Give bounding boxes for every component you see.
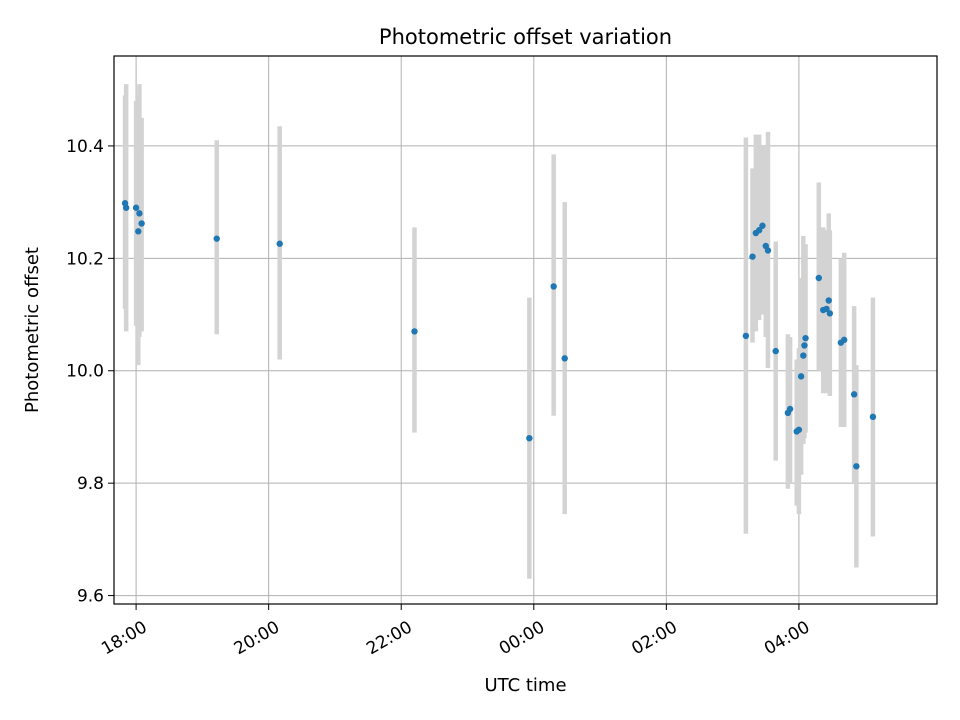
data-point: [759, 222, 766, 229]
data-point: [853, 463, 860, 470]
data-point: [122, 204, 130, 211]
y-axis-label: Photometric offset: [22, 247, 43, 413]
data-point: [749, 253, 756, 260]
data-point: [742, 332, 750, 340]
grid-layer: [114, 56, 937, 604]
y-tick-label: 9.8: [77, 474, 104, 494]
y-tick-label: 10.0: [66, 362, 104, 382]
chart-title: Photometric offset variation: [379, 25, 672, 49]
data-point: [869, 413, 877, 421]
x-tick-label: 02:00: [628, 617, 680, 659]
data-point: [411, 328, 418, 335]
x-tick-label: 04:00: [761, 617, 813, 659]
data-point: [800, 352, 807, 359]
data-point: [135, 228, 142, 235]
data-point: [550, 283, 557, 290]
plot-frame: [113, 55, 938, 605]
x-axis-label: UTC time: [484, 675, 566, 696]
data-point: [561, 355, 568, 362]
data-point: [823, 305, 830, 313]
data-point: [825, 297, 832, 304]
y-tick-label: 9.6: [77, 587, 104, 607]
data-point: [815, 274, 822, 282]
data-point: [276, 240, 283, 247]
tick-layer: 18:00 20:00 22:00 00:00 02:00 04:00 9.6 9.8 10.0…: [66, 137, 813, 659]
data-point: [772, 347, 779, 355]
data-point: [797, 373, 805, 380]
data-point: [526, 434, 533, 442]
x-tick-label: 20:00: [231, 617, 283, 659]
point-layer: [121, 200, 877, 470]
x-tick-label: 18:00: [98, 617, 150, 659]
data-point: [764, 247, 772, 254]
x-tick-label: 00:00: [496, 617, 548, 659]
data-point: [213, 235, 220, 242]
data-point: [850, 391, 858, 398]
data-point: [802, 334, 809, 342]
data-point: [841, 336, 848, 344]
data-point: [786, 405, 794, 413]
data-point: [132, 204, 140, 211]
data-point: [755, 227, 763, 234]
y-tick-label: 10.2: [66, 249, 104, 269]
data-point: [138, 220, 145, 227]
x-tick-label: 22:00: [363, 617, 415, 659]
y-tick-label: 10.4: [66, 137, 104, 157]
errorbar-layer: [122, 84, 876, 579]
data-point: [136, 210, 143, 217]
data-point: [795, 426, 803, 433]
data-point: [801, 342, 808, 349]
data-point: [826, 310, 834, 317]
